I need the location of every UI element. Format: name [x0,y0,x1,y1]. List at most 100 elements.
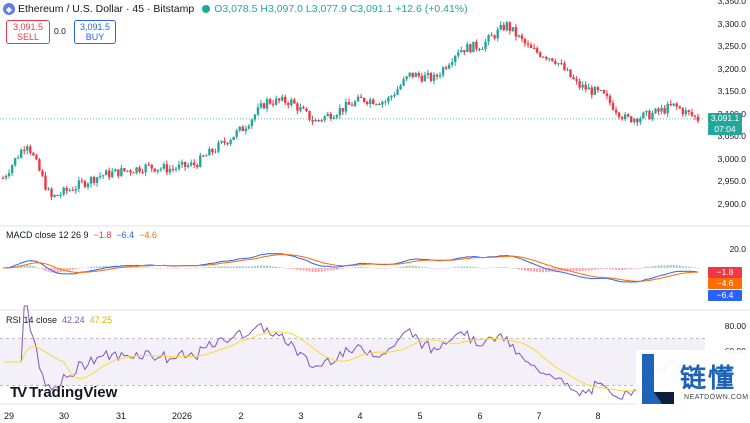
macd-hist-bar [463,266,466,268]
macd-hist-bar [247,266,250,268]
candle-body [387,97,390,102]
candle-body [7,173,11,176]
candle-body [41,170,44,176]
time-tick-label: 6 [477,411,483,421]
rsi-legend[interactable]: RSI 14 close 42.24 47.25 [6,315,112,325]
macd-hist-bar [414,265,417,268]
candle-body [253,114,257,120]
macd-hist-bar [56,268,59,273]
macd-line-tag: −6.4 [708,290,742,301]
macd-hist-bar [435,268,438,269]
macd-hist-bar [375,268,378,269]
macd-hist-bar [284,267,287,269]
macd-hist-bar [168,268,171,269]
candle-body [223,141,226,143]
macd-hist-bar [335,268,338,270]
candle-body [444,67,448,69]
macd-hist-bar [572,268,575,272]
candle-body [193,162,196,166]
rsi-value: 42.24 [62,315,85,325]
macd-hist-bar [317,268,320,272]
macd-hist-bar [338,268,341,269]
macd-hist-bar [584,268,587,271]
macd-hist-bar [357,266,360,268]
symbol-title[interactable]: Ethereum / U.S. Dollar · 45 · Bitstamp [18,3,195,15]
candle-body [560,63,563,65]
macd-hist-tag: −1.8 [708,267,742,278]
candle-body [605,93,609,97]
buy-button[interactable]: 3,091.5 BUY [74,20,116,44]
candle-body [390,96,393,98]
macd-hist-bar [487,267,490,269]
time-tick-label: 2 [238,411,244,421]
candle-body [4,175,8,179]
candle-body [645,110,648,113]
countdown-tag: 07:04 [708,123,742,135]
candle-body [350,104,354,106]
macd-hist-bar [636,268,639,269]
candle-body [23,149,26,151]
macd-hist-bar [624,268,627,270]
macd-hist-bar [527,268,530,272]
macd-hist-bar [697,267,699,269]
macd-hist-bar [666,265,669,268]
candle-body [554,61,557,64]
candle-body [123,168,126,171]
macd-hist-bar [47,268,50,272]
macd-hist-bar [602,268,605,269]
candle-body [617,112,621,118]
candle-body [636,118,639,123]
macd-hist-bar [135,267,138,268]
candle-body [484,41,487,49]
macd-hist-bar [83,267,86,269]
candle-body [311,119,314,122]
candle-body [77,180,81,189]
macd-hist-bar [432,268,435,269]
macd-hist-bar [305,268,308,271]
candle-body [429,73,433,81]
candle-body [47,188,50,190]
candle-body [277,98,281,101]
sell-button[interactable]: 3,091.5 SELL [6,20,50,44]
candle-body [183,161,187,167]
macd-hist-bar [329,268,332,271]
candle-body [114,169,117,172]
candle-body [241,126,244,132]
macd-hist-bar [393,267,396,269]
ohlc-change: +12.6 (+0.41%) [395,3,468,15]
macd-hist-bar [596,268,599,270]
macd-legend[interactable]: MACD close 12 26 9 −1.8 −6.4 −4.6 [6,230,157,240]
macd-hist-bar [256,265,259,268]
candle-body [235,130,238,137]
rsi-axis-top: 80.00 [724,321,746,331]
candle-body [165,164,169,173]
macd-hist-bar [205,267,208,268]
macd-hist-bar [314,268,317,272]
price-tick-label: 2,900.0 [717,198,746,209]
candle-body [447,64,451,69]
ohlc-close: C3,091.1 [349,3,393,15]
candle-body [511,27,515,31]
candle-body [478,48,481,50]
candle-body [693,115,697,117]
macd-hist-bar [627,268,630,270]
candle-body [593,87,597,95]
candle-body [1,177,5,179]
candle-body [153,168,156,172]
macd-hist-bar [420,267,423,268]
macd-hist-bar [214,266,217,268]
candle-body [35,155,38,160]
macd-hist-bar [96,266,99,268]
candle-body [308,110,311,120]
macd-hist-bar [29,265,32,268]
candle-body [633,118,636,123]
macd-hist-bar [660,265,663,268]
candle-body [587,87,590,90]
macd-hist-bar [269,265,272,268]
neatdown-logo-icon [642,354,674,404]
candle-body [548,58,551,60]
macd-hist-bar [223,266,226,268]
time-tick-label: 29 [4,411,15,421]
macd-hist-bar [293,268,296,270]
